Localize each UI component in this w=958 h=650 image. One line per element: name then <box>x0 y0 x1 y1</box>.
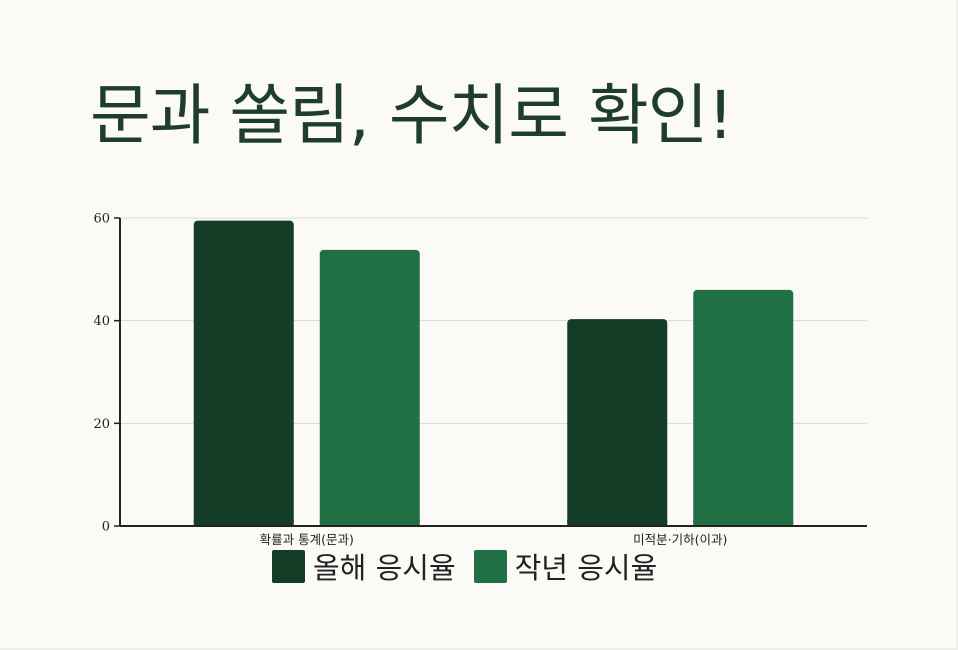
chart-title: 문과 쏠림, 수치로 확인! <box>90 77 734 154</box>
y-tick-label: 60 <box>93 212 110 227</box>
bar-last-year-0 <box>319 249 420 526</box>
legend-swatch-this-year <box>272 549 305 583</box>
legend-item-last-year: 작년 응시율 <box>473 545 658 587</box>
legend-label-last-year: 작년 응시율 <box>514 551 658 585</box>
bar-this-year-0 <box>193 220 294 527</box>
bar-this-year-1 <box>567 319 668 526</box>
x-category-label: 미적분·기하(이과) <box>633 532 727 547</box>
bar-base <box>693 520 794 526</box>
bar-base <box>567 520 668 526</box>
legend: 올해 응시율 작년 응시율 <box>272 545 657 587</box>
y-tick-label: 20 <box>93 417 110 432</box>
bar-base <box>193 520 294 526</box>
legend-swatch-last-year <box>473 549 507 583</box>
legend-label-this-year: 올해 응시율 <box>313 551 456 585</box>
legend-item-this-year: 올해 응시율 <box>272 545 456 587</box>
y-tick-label: 0 <box>102 520 110 535</box>
y-tick-label: 40 <box>93 314 110 329</box>
bar-base <box>319 520 420 526</box>
x-category-label: 확률과 통계(문과) <box>260 532 354 547</box>
bar-last-year-1 <box>693 289 794 526</box>
